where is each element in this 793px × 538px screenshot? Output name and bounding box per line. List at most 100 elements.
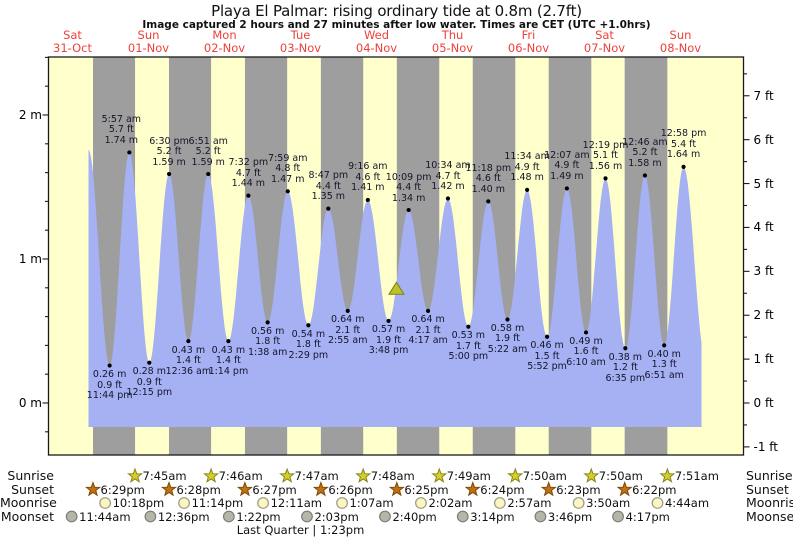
low-tide-label: 0.40 m 1.3 ft 6:51 am (644, 348, 684, 381)
sunrise-time: 7:50am (522, 469, 567, 483)
axis-ticks (42, 56, 750, 448)
sunrise-star-icon (583, 467, 600, 483)
moonrise-time: 10:18pm (112, 496, 165, 510)
high-tide-label: 7:32 pm 4.7 ft 1.44 m (228, 157, 269, 190)
high-tide-label: 7:59 am 4.8 ft 1.47 m (268, 152, 308, 185)
sunrise-star-icon (355, 467, 372, 483)
sunset-caption-right: Sunset (746, 481, 789, 497)
moonrise-caption-right: Moonrise (746, 495, 793, 510)
current-tide-marker (388, 281, 405, 295)
sunrise-time: 7:46am (218, 469, 263, 483)
high-tide-label: 5:57 am 5.7 ft 1.74 m (101, 113, 142, 146)
moonset-time: 1:22pm (236, 509, 281, 524)
moonset-moon-icon (612, 510, 624, 523)
moonrise-moon-icon (415, 497, 427, 509)
sunset-time: 6:25pm (404, 482, 449, 497)
high-tide-label: 12:46 am 5.2 ft 1.58 m (622, 136, 668, 169)
high-tide-label: 8:47 pm 4.4 ft 1.35 m (308, 170, 349, 203)
moonrise-moon-icon (178, 497, 190, 509)
sunset-caption-left: Sunset (11, 481, 54, 497)
axis-right-tick-label: 6 ft (753, 132, 774, 147)
day-header: Sat 07-Nov (583, 28, 626, 55)
low-tide-label: 0.26 m 0.9 ft 11:44 pm (86, 369, 133, 402)
sunrise-caption-left: Sunrise (7, 468, 54, 483)
day-header: Fri 06-Nov (507, 28, 550, 55)
sunrise-caption-right: Sunrise (746, 468, 793, 483)
moonset-moon-icon (222, 510, 235, 523)
axis-right-tick-label: -1 ft (753, 439, 779, 454)
axis-right-tick-label: 4 ft (753, 220, 774, 235)
sunrise-star-icon (659, 467, 676, 483)
sunrise-star-icon (203, 467, 220, 483)
sunset-star-icon (540, 481, 557, 497)
moonset-caption-right: Moonset (746, 508, 793, 524)
sunset-star-icon (312, 481, 329, 497)
sunset-time: 6:22pm (632, 482, 677, 497)
day-header: Mon 02-Nov (203, 28, 246, 55)
moonrise-moon-icon (99, 497, 112, 509)
day-header: Wed 04-Nov (355, 28, 398, 55)
sunset-star-icon (388, 481, 405, 497)
low-tide-label: 0.54 m 1.8 ft 2:29 pm (288, 328, 329, 361)
moonrise-time: 1:07am (349, 496, 394, 510)
high-tide-label: 6:30 pm 5.2 ft 1.59 m (149, 135, 189, 168)
axis-right-tick-label: 0 ft (753, 396, 774, 410)
chart-subtitle: Image captured 2 hours and 27 minutes af… (142, 19, 651, 31)
moonset-moon-icon (144, 510, 157, 523)
axis-left-tick-label: 2 m (18, 108, 42, 122)
low-tide-label: 0.53 m 1.7 ft 5:00 pm (448, 330, 489, 363)
moonset-moon-icon (379, 510, 391, 523)
high-tide-label: 12:58 pm 5.4 ft 1.64 m (660, 128, 707, 161)
moonrise-time: 12:11am (270, 496, 322, 510)
day-header: Sun 08-Nov (659, 28, 702, 55)
moonset-time: 4:17pm (625, 509, 670, 524)
tide-water-area (88, 149, 702, 427)
sunrise-star-icon (127, 467, 144, 483)
axis-left-tick-label: 0 m (18, 396, 42, 410)
sunrise-star-icon (279, 467, 296, 483)
low-tide-label: 0.43 m 1.4 ft 1:14 pm (208, 344, 249, 377)
sunset-star-icon (85, 481, 102, 497)
sunrise-time: 7:50am (598, 469, 643, 483)
low-tide-label: 0.43 m 1.4 ft 12:36 am (165, 344, 212, 377)
high-tide-label: 9:16 am 4.6 ft 1.41 m (348, 161, 388, 194)
sunset-time: 6:23pm (556, 482, 601, 497)
sunrise-time: 7:45am (142, 469, 187, 483)
moonrise-moon-icon (572, 497, 585, 509)
sunset-star-icon (616, 481, 633, 497)
moonset-time: 3:14pm (470, 509, 515, 524)
low-tide-label: 0.38 m 1.2 ft 6:35 pm (605, 351, 646, 384)
low-tide-label: 0.57 m 1.9 ft 3:48 pm (368, 324, 409, 357)
axis-right-tick-label: 7 ft (753, 88, 774, 103)
sunset-star-icon (236, 481, 253, 497)
moonset-time: 11:44am (79, 509, 131, 524)
day-header: Sun 01-Nov (127, 28, 170, 55)
sunset-time: 6:29pm (100, 482, 145, 497)
high-tide-label: 10:34 am 4.7 ft 1.42 m (425, 160, 471, 193)
sunrise-time: 7:51am (674, 469, 719, 483)
moonset-moon-icon (534, 510, 547, 523)
sunset-time: 6:26pm (328, 482, 373, 497)
sunrise-star-icon (431, 467, 448, 483)
sunrise-time: 7:47am (294, 469, 339, 483)
day-header: Sat 31-Oct (53, 28, 92, 55)
high-tide-label: 11:34 am 4.9 ft 1.48 m (504, 151, 550, 184)
high-tide-label: 12:19 pm 5.1 ft 1.56 m (582, 139, 629, 172)
sunset-star-icon (160, 481, 177, 497)
moonset-moon-icon (456, 510, 469, 523)
axis-right-tick-label: 1 ft (753, 352, 774, 367)
day-header: Tue 03-Nov (279, 28, 322, 55)
axis-right-tick-label: 5 ft (753, 176, 774, 191)
moonrise-time: 2:57am (507, 496, 552, 510)
moonrise-moon-icon (493, 497, 506, 509)
sunrise-time: 7:49am (446, 469, 491, 483)
moonset-moon-icon (65, 510, 78, 523)
moonset-time: 3:46pm (547, 509, 593, 524)
high-tide-label: 10:09 pm 4.4 ft 1.34 m (385, 171, 432, 204)
low-tide-label: 0.28 m 0.9 ft 12:15 pm (126, 366, 173, 399)
sunset-time: 6:27pm (252, 482, 297, 497)
low-tide-label: 0.64 m 2.1 ft 4:17 am (408, 314, 448, 347)
